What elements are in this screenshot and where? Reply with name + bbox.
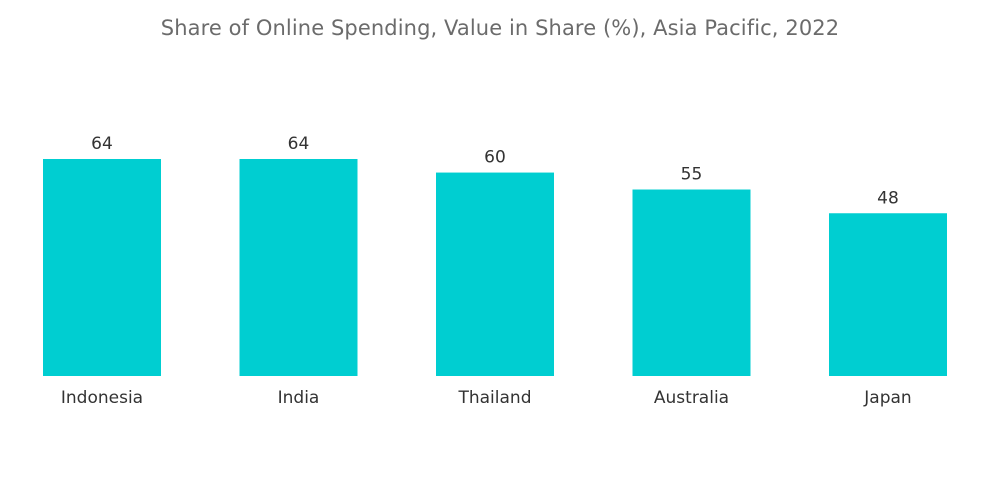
x-axis-tick-labels: Indonesia India Thailand Australia Japan: [61, 388, 912, 408]
data-label-australia: 55: [681, 165, 703, 185]
x-tick-label-india: India: [278, 388, 320, 408]
bar-indonesia: [43, 159, 161, 376]
bar-australia: [632, 189, 751, 376]
bar-thailand: [436, 172, 554, 376]
data-labels-layer: 64 64 60 55 48: [91, 134, 899, 208]
x-tick-label-japan: Japan: [863, 388, 911, 408]
data-label-thailand: 60: [484, 148, 506, 168]
data-label-japan: 48: [877, 188, 899, 208]
bar-japan: [829, 213, 947, 376]
x-tick-label-indonesia: Indonesia: [61, 388, 143, 408]
data-label-india: 64: [288, 134, 310, 154]
bar-india: [239, 159, 358, 376]
x-tick-label-australia: Australia: [654, 388, 729, 408]
chart-title: Share of Online Spending, Value in Share…: [160, 16, 840, 40]
bars-layer: [43, 159, 947, 376]
x-tick-label-thailand: Thailand: [457, 388, 531, 408]
data-label-indonesia: 64: [91, 134, 113, 154]
